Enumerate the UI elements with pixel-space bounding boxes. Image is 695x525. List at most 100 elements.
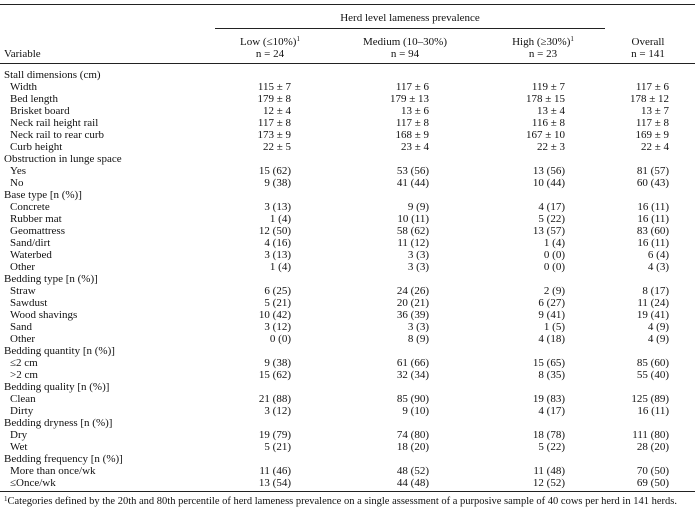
cell: 13 (54) [258,477,291,489]
section-title: Stall dimensions (cm) [4,69,101,81]
row-label: Sand/dirt [10,237,51,249]
cell: 61 (66) [396,357,429,369]
cell: 32 (34) [396,369,429,381]
row-label: Other [10,261,36,273]
cell: 12 (52) [532,477,565,489]
cell: 13 ± 6 [400,105,429,117]
cell: 15 (62) [258,369,291,381]
cell: 0 (0) [269,333,291,345]
cell: 5 (21) [264,297,291,309]
cell: 1 (4) [269,213,291,225]
column-n: n = 141 [631,48,665,60]
cell: 9 (38) [264,177,291,189]
cell: 125 (89) [631,393,669,405]
column-label: Overall [631,36,665,48]
spanner: Herd level lameness prevalence [340,12,480,24]
row-label: Wet [10,441,28,453]
cell: 8 (17) [642,285,669,297]
cell: 4 (3) [647,261,669,273]
cell: 179 ± 8 [257,93,291,105]
row-label: Dry [10,429,28,441]
cell: 1 (4) [543,237,565,249]
bottom-rule [0,491,695,492]
row-label: More than once/wk [10,465,96,477]
cell: 13 (56) [532,165,565,177]
cell: 48 (52) [396,465,429,477]
section-title: Bedding type [n (%)] [4,273,98,285]
row-label: Geomattress [10,225,65,237]
cell: 5 (22) [538,213,565,225]
cell: 85 (90) [396,393,429,405]
column-sup: 1 [296,35,300,43]
row-label: Yes [10,165,27,177]
cell: 83 (60) [636,225,669,237]
row-label: Waterbed [10,249,52,261]
cell: 11 (12) [397,237,429,249]
cell: 21 (88) [258,393,291,405]
row-label: Concrete [10,201,50,213]
column-header: Medium (10–30%) [325,36,485,48]
row-label: Curb height [10,141,63,153]
row-label: Sand [10,321,32,333]
cell: 70 (50) [636,465,669,477]
cell: 3 (13) [264,249,291,261]
cell: 4 (17) [538,405,565,417]
cell: 117 ± 8 [257,117,291,129]
cell: 10 (11) [397,213,429,225]
cell: 117 ± 8 [395,117,429,129]
section-title: Bedding quality [n (%)] [4,381,110,393]
footnote-marker: 1 [4,495,8,503]
cell: 12 (50) [258,225,291,237]
column-n: n = 94 [390,48,420,60]
row-label: Sawdust [10,297,48,309]
cell: 23 ± 4 [400,141,429,153]
row-label: Neck rail to rear curb [10,129,105,141]
cell: 41 (44) [396,177,429,189]
cell: 4 (9) [647,321,669,333]
cell: 22 ± 4 [640,141,669,153]
row-label: Rubber mat [10,213,62,225]
cell: 4 (17) [538,201,565,213]
section-title: Bedding dryness [n (%)] [4,417,113,429]
cell: 18 (20) [396,441,429,453]
footnote-text: Categories defined by the 20th and 80th … [7,496,677,507]
footnote: 1Categories defined by the 20th and 80th… [4,496,688,508]
cell: 3 (3) [407,249,429,261]
cell: 15 (62) [258,165,291,177]
cell: 16 (11) [637,201,669,213]
cell: 6 (25) [264,285,291,297]
cell: 11 (48) [533,465,565,477]
cell: 15 (65) [532,357,565,369]
row-label: Straw [10,285,36,297]
row-label: Brisket board [10,105,70,117]
cell: 36 (39) [396,309,429,321]
cell: 3 (12) [264,405,291,417]
cell: 24 (26) [396,285,429,297]
cell: 3 (12) [264,321,291,333]
cell: 6 (27) [538,297,565,309]
cell: 12 ± 4 [262,105,291,117]
section-title: Obstruction in lunge space [4,153,122,165]
cell: 9 (10) [402,405,429,417]
cell: 22 ± 5 [262,141,291,153]
cell: 11 (24) [637,297,669,309]
cell: 5 (22) [538,441,565,453]
section-title: Bedding frequency [n (%)] [4,453,123,465]
cell: 69 (50) [636,477,669,489]
row-label: Clean [10,393,36,405]
cell: 9 (9) [407,201,429,213]
row-label: No [10,177,24,189]
cell: 11 (46) [259,465,291,477]
cell: 19 (41) [636,309,669,321]
cell: 117 ± 8 [635,117,669,129]
row-label: Wood shavings [10,309,78,321]
cell: 16 (11) [637,237,669,249]
column-n: n = 23 [528,48,558,60]
cell: 111 (80) [632,429,669,441]
cell: 1 (5) [543,321,565,333]
cell: 9 (41) [538,309,565,321]
cell: 5 (21) [264,441,291,453]
cell: 0 (0) [543,261,565,273]
column-n: n = 24 [255,48,285,60]
cell: 119 ± 7 [531,81,565,93]
